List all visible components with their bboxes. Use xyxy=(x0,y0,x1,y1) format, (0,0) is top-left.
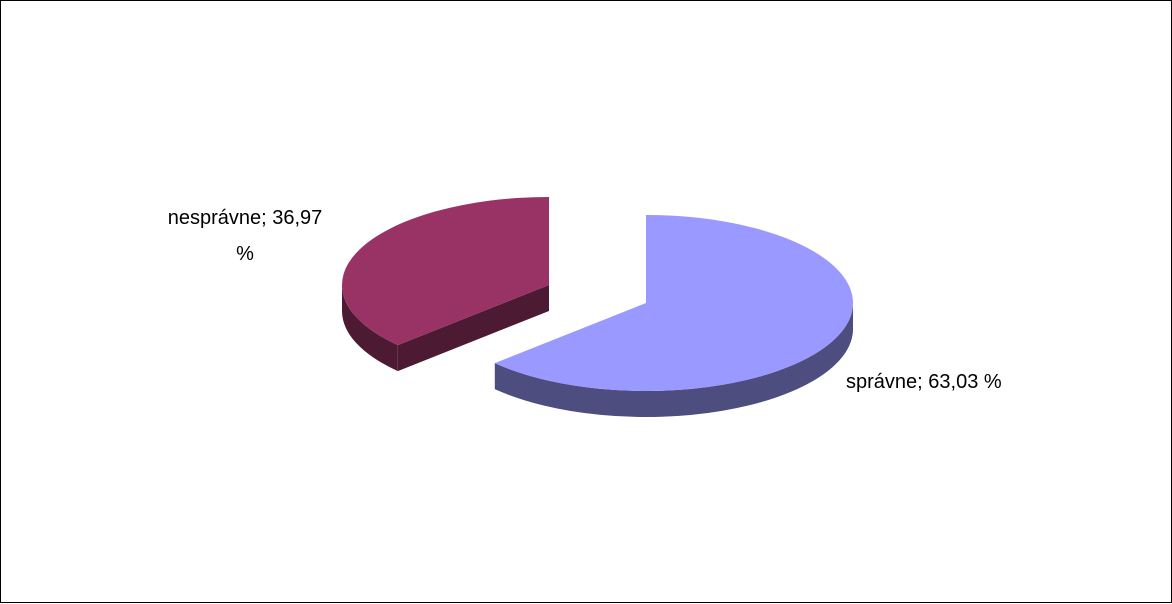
slice-wall-nespravne-0 xyxy=(397,285,549,372)
slice-top-spravne xyxy=(494,215,854,391)
label-spravne: správne; 63,03 % xyxy=(846,371,1002,393)
slice-side-nespravne-0 xyxy=(342,285,398,372)
label-nespravne-line1: nesprávne; 36,97 xyxy=(168,207,323,229)
pie-slices xyxy=(342,197,854,417)
slice-side-spravne-0 xyxy=(494,303,853,417)
label-nespravne-line2: % xyxy=(236,243,254,265)
data-labels: správne; 63,03 % nesprávne; 36,97 % xyxy=(168,207,1002,393)
slice-top-nespravne xyxy=(342,197,549,346)
